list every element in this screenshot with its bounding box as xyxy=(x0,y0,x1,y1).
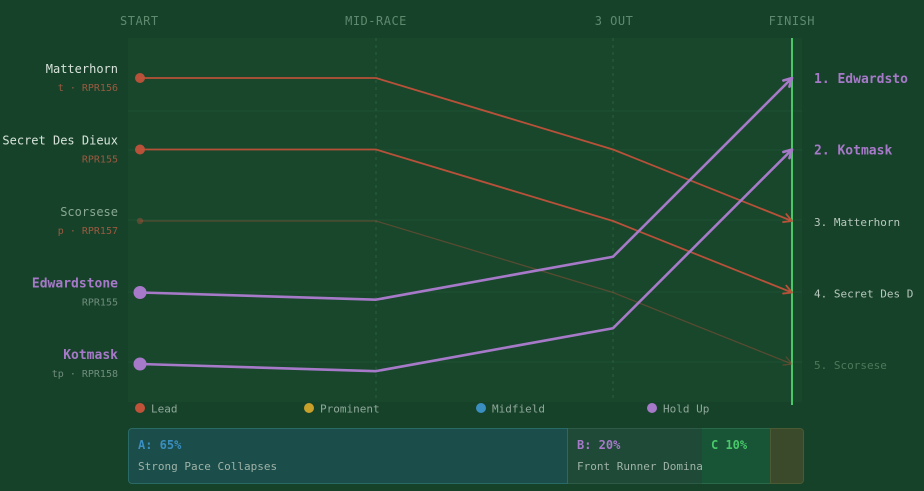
legend-label-midfield: Midfield xyxy=(492,403,545,416)
scenario-b-panel[interactable]: B: 20% Front Runner Dominates xyxy=(568,428,723,484)
series-arrow-secret-des-dieux xyxy=(782,284,793,295)
stage-header-mid-race: MID-RACE xyxy=(345,14,407,28)
scenario-a-description: Strong Pace Collapses xyxy=(138,460,278,473)
stage-header-finish: FINISH xyxy=(769,14,815,28)
start-point-kotmask xyxy=(133,357,147,371)
runner-name-kotmask: Kotmask xyxy=(63,348,118,363)
legend-label-lead: Lead xyxy=(151,403,178,416)
start-point-secret-des-dieux xyxy=(135,144,145,155)
series-arrow-kotmask xyxy=(782,148,794,160)
legend-swatch-prominent xyxy=(304,403,314,413)
legend-label-prominent: Prominent xyxy=(320,403,380,416)
start-point-scorsese xyxy=(136,217,144,225)
runner-rating-scorsese: p · RPR157 xyxy=(58,226,118,237)
stage-header-3-out: 3 OUT xyxy=(595,14,634,28)
finish-label-kotmask: 2. Kotmask xyxy=(814,144,892,159)
finish-label-scorsese: 5. Scorsese xyxy=(814,359,887,372)
finish-label-matterhorn: 3. Matterhorn xyxy=(814,216,900,229)
runner-name-edwardstone: Edwardstone xyxy=(32,277,118,292)
runner-rating-matterhorn: t · RPR156 xyxy=(58,83,118,94)
scenario-b-description: Front Runner Dominates xyxy=(577,460,723,473)
scenario-a-panel[interactable]: A: 65% Strong Pace Collapses xyxy=(128,428,568,484)
series-arrow-edwardstone xyxy=(782,76,794,88)
start-point-matterhorn xyxy=(135,73,145,83)
runner-name-secret-des-dieux: Secret Des Dieux xyxy=(2,134,118,148)
start-point-edwardstone xyxy=(133,286,147,299)
series-line-matterhorn xyxy=(140,77,793,222)
series-line-kotmask xyxy=(139,148,793,373)
runner-rating-edwardstone: RPR155 xyxy=(82,298,118,309)
runner-rating-secret-des-dieux: RPR155 xyxy=(82,155,118,166)
scenario-b-percent: B: 20% xyxy=(577,438,621,452)
finish-label-edwardstone: 1. Edwardsto xyxy=(814,72,908,87)
scenario-c-percent: C 10% xyxy=(711,438,748,452)
scenario-c-panel[interactable]: C 10% xyxy=(702,428,770,484)
scenario-a-percent: A: 65% xyxy=(138,438,182,452)
legend-label-hold-up: Hold Up xyxy=(663,403,709,416)
series-arrow-matterhorn xyxy=(782,213,793,223)
series-arrow-scorsese xyxy=(782,356,793,366)
series-line-edwardstone xyxy=(139,77,793,301)
runner-rating-kotmask: tp · RPR158 xyxy=(52,369,118,380)
legend-swatch-lead xyxy=(135,403,145,413)
runner-name-scorsese: Scorsese xyxy=(60,205,118,219)
scenario-other-panel[interactable] xyxy=(770,428,804,484)
runner-name-matterhorn: Matterhorn xyxy=(46,62,118,76)
legend-swatch-midfield xyxy=(476,403,486,413)
stage-header-start: START xyxy=(120,14,159,28)
legend-swatch-hold-up xyxy=(647,403,657,413)
series-line-secret-des-dieux xyxy=(140,148,793,294)
series-line-scorsese xyxy=(140,220,793,365)
finish-label-secret-des-dieux: 4. Secret Des D xyxy=(814,288,913,301)
